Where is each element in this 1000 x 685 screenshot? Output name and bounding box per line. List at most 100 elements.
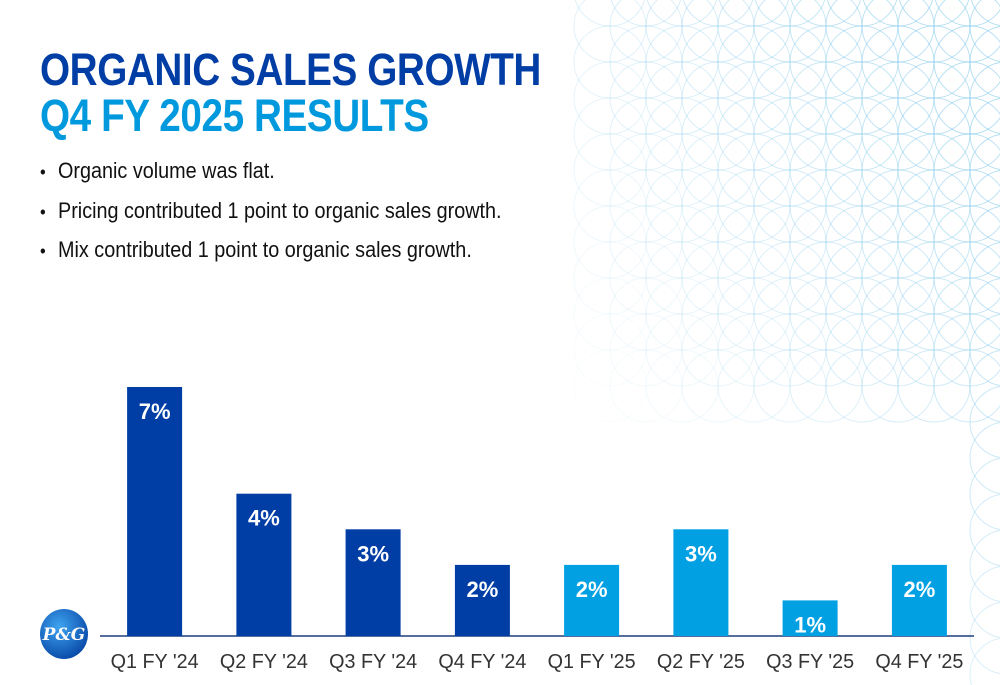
pattern-circle — [969, 134, 1000, 206]
pattern-circle — [861, 169, 935, 243]
pattern-circle — [969, 494, 1000, 566]
pattern-circle — [753, 313, 827, 387]
bullet-text: Organic volume was flat. — [58, 158, 275, 183]
pattern-circle — [681, 97, 755, 171]
pattern-circle — [861, 241, 935, 315]
pattern-circle — [717, 133, 791, 207]
pattern-circle — [609, 169, 683, 243]
pattern-circle — [681, 0, 755, 63]
pattern-circle — [861, 277, 935, 351]
bar — [345, 529, 401, 636]
pattern-circle — [933, 349, 1000, 423]
pattern-circle — [825, 241, 899, 315]
pattern-circle — [609, 205, 683, 279]
pattern-circle — [645, 313, 719, 387]
pattern-circle — [825, 277, 899, 351]
pattern-circle — [969, 530, 1000, 602]
data-label: 1% — [794, 612, 826, 637]
x-tick-label: Q4 FY '24 — [438, 651, 526, 673]
bar — [564, 564, 620, 636]
pattern-circle — [753, 133, 827, 207]
pattern-circle — [789, 133, 863, 207]
pattern-circle — [789, 61, 863, 135]
pattern-circle — [933, 277, 1000, 351]
pattern-circle — [609, 349, 683, 423]
logo-text: P&G — [42, 625, 86, 645]
slide-subtitle: Q4 FY 2025 RESULTS — [40, 90, 429, 141]
pattern-circle — [717, 169, 791, 243]
pattern-circle — [861, 313, 935, 387]
pattern-circle — [573, 25, 647, 99]
pattern-circle — [681, 313, 755, 387]
pattern-circle — [933, 241, 1000, 315]
bullet-item: • Pricing contributed 1 point to organic … — [40, 197, 502, 223]
pattern-circle — [574, 0, 646, 27]
pattern-circle — [646, 0, 718, 27]
pattern-circle — [753, 25, 827, 99]
pattern-circle — [789, 205, 863, 279]
pattern-circle — [681, 61, 755, 135]
pattern-circle — [717, 205, 791, 279]
pattern-circle — [717, 97, 791, 171]
pattern-circle — [645, 133, 719, 207]
pattern-circle — [789, 169, 863, 243]
pattern-circle — [717, 241, 791, 315]
pattern-circle — [609, 0, 683, 63]
x-tick-label: Q2 FY '24 — [220, 651, 308, 673]
pattern-circle — [609, 25, 683, 99]
pattern-circle — [573, 241, 647, 315]
pattern-circle — [573, 313, 647, 387]
pattern-circle — [933, 313, 1000, 387]
pattern-circle — [753, 61, 827, 135]
pattern-circle — [681, 133, 755, 207]
pattern-circle — [969, 170, 1000, 242]
pattern-circle — [645, 25, 719, 99]
x-tick-label: Q2 FY '25 — [657, 651, 745, 673]
pattern-circle — [790, 0, 862, 27]
x-tick-label: Q3 FY '25 — [766, 651, 854, 673]
pattern-circle — [573, 0, 647, 63]
x-tick-label: Q3 FY '24 — [329, 651, 417, 673]
pattern-circle — [645, 0, 719, 63]
pattern-circle — [718, 0, 790, 27]
pattern-circle — [609, 313, 683, 387]
pattern-circle — [753, 277, 827, 351]
data-label: 2% — [576, 577, 608, 602]
pattern-circle — [969, 422, 1000, 494]
pattern-circle — [825, 349, 899, 423]
bar — [454, 564, 510, 636]
bullet-text: Mix contributed 1 point to organic sales… — [58, 237, 472, 262]
bullet-text: Pricing contributed 1 point to organic s… — [58, 197, 502, 223]
pattern-circle — [609, 133, 683, 207]
pattern-circle — [754, 0, 826, 27]
bar — [236, 493, 292, 636]
pattern-circle — [717, 25, 791, 99]
pattern-circle — [573, 61, 647, 135]
x-tick-label: Q1 FY '25 — [548, 651, 636, 673]
pattern-circle — [969, 242, 1000, 314]
pattern-circle — [681, 277, 755, 351]
pattern-circle — [753, 241, 827, 315]
bar — [127, 387, 183, 636]
pattern-circle — [717, 313, 791, 387]
pattern-circle — [573, 97, 647, 171]
pattern-circle — [789, 241, 863, 315]
pattern-circle — [645, 349, 719, 423]
pg-logo: P&G — [40, 609, 88, 659]
pattern-circle — [753, 0, 827, 63]
pattern-circle — [681, 205, 755, 279]
pattern-circle — [789, 277, 863, 351]
pattern-circle — [897, 349, 971, 423]
pattern-circle — [610, 0, 682, 27]
pattern-circle — [969, 638, 1000, 685]
pattern-circle — [682, 0, 754, 27]
pattern-circle — [861, 349, 935, 423]
pattern-circle — [573, 205, 647, 279]
pattern-circle — [609, 61, 683, 135]
pattern-circle — [969, 206, 1000, 278]
pattern-circle — [969, 602, 1000, 674]
pattern-circle — [825, 205, 899, 279]
pattern-circle — [609, 241, 683, 315]
data-label: 2% — [466, 577, 498, 602]
